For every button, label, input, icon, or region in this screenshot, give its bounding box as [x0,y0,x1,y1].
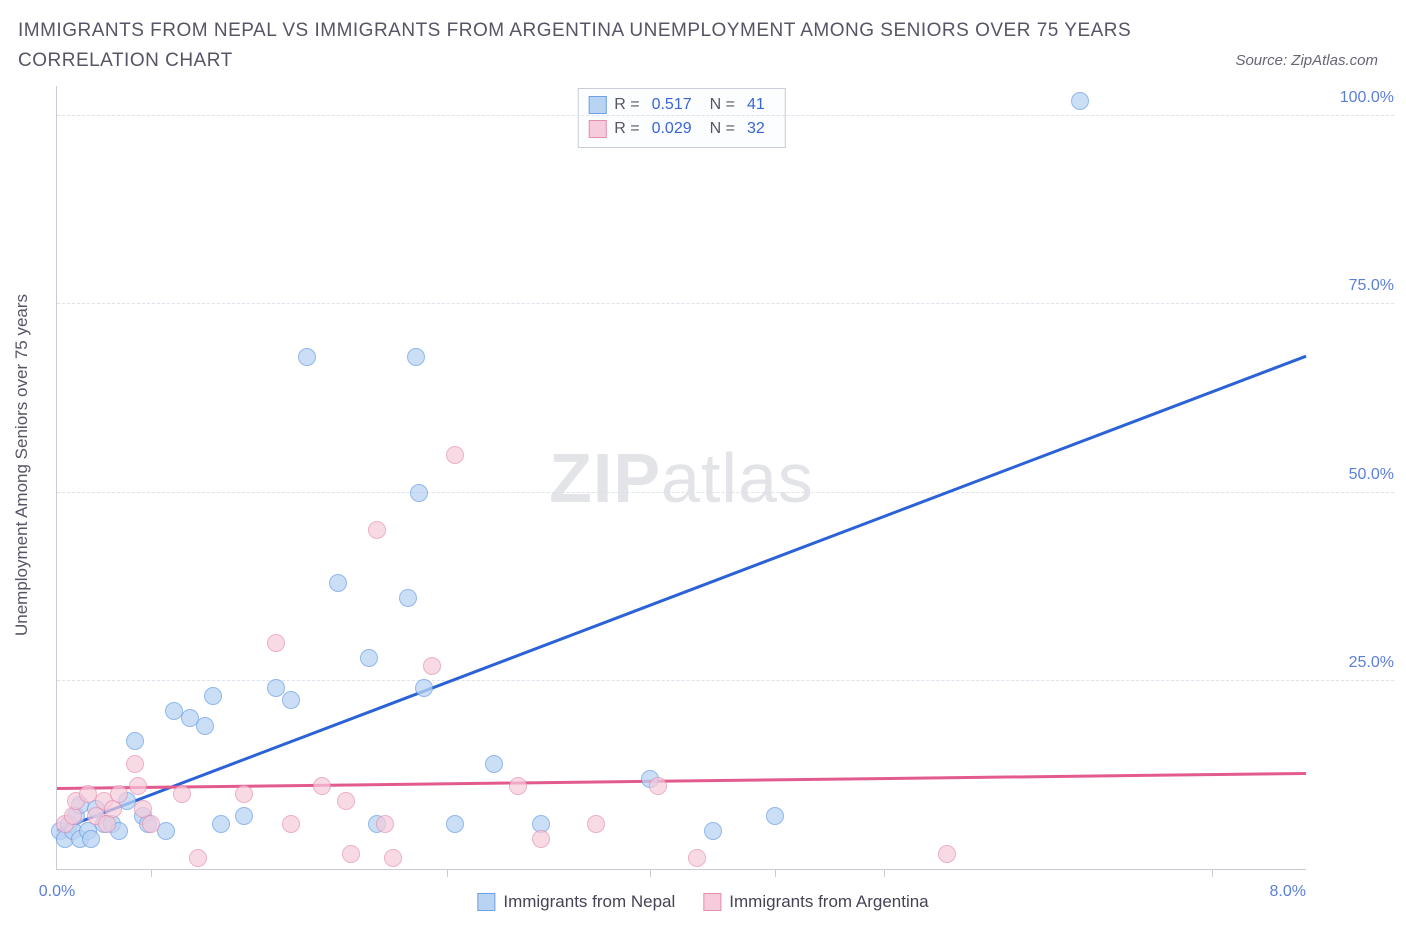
stat-r-value: 0.029 [652,117,692,141]
scatter-point [267,634,285,652]
x-tick-label-right: 8.0% [1270,883,1306,901]
chart-plot-area: ZIPatlas R =0.517N =41R =0.029N =32 25.0… [56,86,1306,870]
scatter-point [509,777,527,795]
scatter-point [196,717,214,735]
x-tick [650,869,651,877]
y-tick-label: 100.0% [1314,89,1394,107]
scatter-point [173,785,191,803]
y-tick-label: 25.0% [1314,654,1394,672]
scatter-point [688,849,706,867]
scatter-point [110,785,128,803]
scatter-point [329,574,347,592]
watermark: ZIPatlas [549,438,814,518]
scatter-point [126,732,144,750]
stat-label: R = [614,117,639,141]
scatter-point [399,589,417,607]
x-tick [1212,869,1213,877]
scatter-point [64,807,82,825]
scatter-point [298,348,316,366]
scatter-point [126,755,144,773]
scatter-point [407,348,425,366]
scatter-point [282,691,300,709]
scatter-point [142,815,160,833]
scatter-point [485,755,503,773]
scatter-point [704,822,722,840]
scatter-point [267,679,285,697]
legend-label: Immigrants from Argentina [729,892,928,912]
x-tick [884,869,885,877]
legend-stats: R = 0.517 N = 41 R = 0.029 N = 32 [577,88,786,148]
watermark-atlas: atlas [661,439,814,517]
stat-label: N = [710,117,735,141]
scatter-point [649,777,667,795]
gridline [57,492,1394,493]
scatter-point [938,845,956,863]
scatter-point [157,822,175,840]
x-tick [151,869,152,877]
stat-label: R = [614,93,639,117]
scatter-point [423,657,441,675]
scatter-point [446,446,464,464]
scatter-point [415,679,433,697]
gridline [57,303,1394,304]
legend-swatch [477,893,495,911]
scatter-point [446,815,464,833]
gridline [57,680,1394,681]
scatter-point [129,777,147,795]
scatter-point [235,807,253,825]
scatter-point [342,845,360,863]
legend-label: Immigrants from Nepal [503,892,675,912]
legend-series: Immigrants from Nepal Immigrants from Arg… [477,892,928,912]
x-tick-label-left: 0.0% [39,883,75,901]
trend-line [57,355,1307,832]
scatter-point [212,815,230,833]
scatter-point [384,849,402,867]
chart-title: IMMIGRANTS FROM NEPAL VS IMMIGRANTS FROM… [18,16,1206,77]
scatter-point [204,687,222,705]
y-tick-label: 75.0% [1314,277,1394,295]
legend-stat-row: R = 0.029 N = 32 [588,117,775,141]
scatter-point [532,830,550,848]
legend-item: Immigrants from Argentina [703,892,928,912]
scatter-point [189,849,207,867]
scatter-point [376,815,394,833]
scatter-point [410,484,428,502]
scatter-point [313,777,331,795]
legend-swatch [588,120,606,138]
scatter-point [766,807,784,825]
legend-swatch [703,893,721,911]
x-tick [775,869,776,877]
y-tick-label: 50.0% [1314,466,1394,484]
legend-item: Immigrants from Nepal [477,892,675,912]
scatter-point [368,521,386,539]
gridline [57,115,1394,116]
x-tick [447,869,448,877]
scatter-point [1071,92,1089,110]
stat-n-value: 32 [747,117,765,141]
scatter-point [282,815,300,833]
legend-stat-row: R = 0.517 N = 41 [588,93,775,117]
scatter-point [235,785,253,803]
scatter-point [337,792,355,810]
scatter-point [587,815,605,833]
scatter-point [360,649,378,667]
stat-r-value: 0.517 [652,93,692,117]
scatter-point [82,830,100,848]
stat-n-value: 41 [747,93,765,117]
stat-label: N = [710,93,735,117]
source-text: Source: ZipAtlas.com [1235,52,1378,69]
y-axis-label: Unemployment Among Seniors over 75 years [12,294,32,636]
watermark-zip: ZIP [549,439,661,517]
legend-swatch [588,96,606,114]
